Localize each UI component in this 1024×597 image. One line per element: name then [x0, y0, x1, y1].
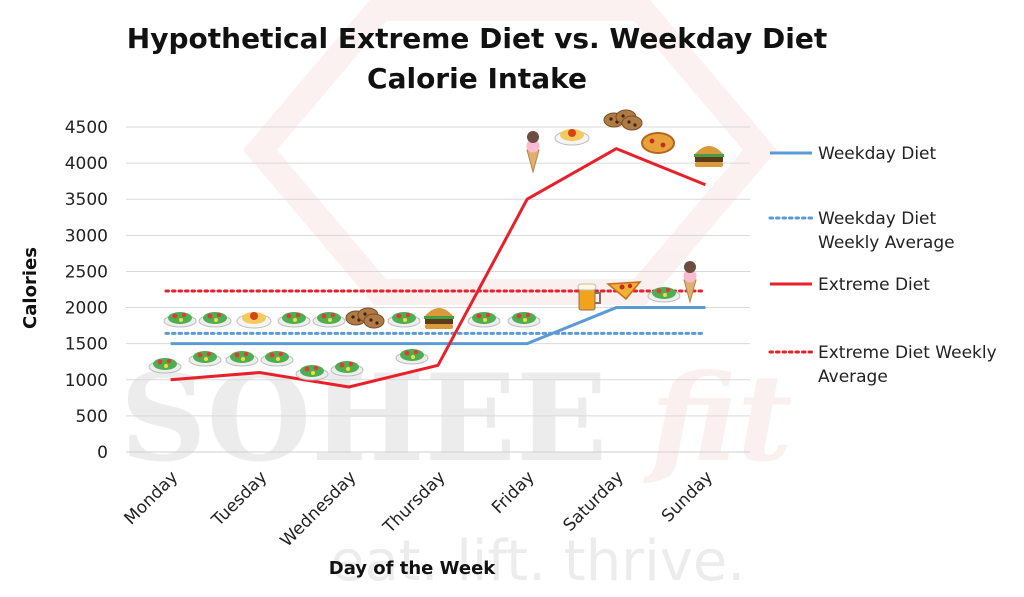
y-tick-labels: 0 500 1000 1500 2000 2500 3000 3500 4000 4500	[65, 118, 108, 463]
salad-icon	[395, 349, 429, 365]
y-tick-label: 4500	[65, 118, 108, 138]
y-tick-label: 3500	[65, 190, 108, 210]
ice-cream-icon	[683, 261, 697, 304]
y-tick-label: 500	[76, 407, 108, 427]
watermark-brand-accent: fit	[642, 348, 793, 489]
beer-icon	[577, 283, 601, 311]
cookies-icon	[603, 109, 643, 131]
legend-label: Extreme Diet Weekly	[818, 343, 997, 363]
chart-title-line-1: Hypothetical Extreme Diet vs. Weekday Di…	[127, 22, 827, 55]
salad-icon	[507, 312, 541, 328]
y-tick-label: 2000	[65, 299, 108, 319]
legend-label: Weekly Average	[818, 233, 955, 253]
x-axis-title: Day of the Week	[329, 558, 497, 579]
salad-icon	[163, 312, 197, 328]
salad-icon	[312, 312, 346, 328]
cookies-icon	[345, 307, 385, 329]
pasta-icon	[236, 312, 272, 329]
y-tick-label: 1500	[65, 335, 108, 355]
watermark-brand: SOHEE	[120, 348, 608, 489]
pizza-icon	[606, 281, 642, 301]
salad-icon	[148, 358, 182, 374]
watermark-tagline: eat. lift. thrive.	[330, 529, 745, 594]
legend-label: Extreme Diet	[818, 275, 930, 295]
salad-icon	[295, 365, 329, 381]
series-lines	[164, 147, 707, 389]
watermark: SOHEE fit eat. lift. thrive.	[120, 0, 793, 594]
y-axis-title: Calories	[20, 247, 41, 329]
y-tick-label: 0	[97, 443, 108, 463]
salad-icon	[188, 351, 222, 367]
salad-icon	[387, 312, 421, 328]
pizza-icon	[641, 132, 675, 154]
legend-label: Weekday Diet	[818, 209, 937, 229]
legend-label: Weekday Diet	[818, 144, 937, 164]
ice-cream-icon	[526, 131, 540, 174]
legend: Weekday Diet Weekday Diet Weekly Average Ex…	[768, 144, 997, 387]
burger-icon	[694, 146, 724, 167]
burger-icon	[424, 308, 454, 329]
series-line-extreme-diet	[170, 147, 706, 389]
food-icons	[148, 109, 724, 381]
y-tick-label: 3000	[65, 226, 108, 246]
y-tick-label: 1000	[65, 371, 108, 391]
y-tick-label: 4000	[65, 154, 108, 174]
chart-title-line-2: Calorie Intake	[367, 62, 587, 95]
legend-label: Average	[818, 367, 888, 387]
salad-icon	[198, 312, 232, 328]
y-tick-label: 2500	[65, 262, 108, 282]
series-line-weekday-diet	[170, 306, 706, 346]
salad-icon	[225, 351, 259, 367]
salad-icon	[277, 312, 311, 328]
salad-icon	[467, 312, 501, 328]
salad-icon	[260, 351, 294, 367]
salad-icon	[330, 361, 364, 377]
salad-icon	[647, 287, 681, 303]
pasta-icon	[554, 129, 590, 146]
